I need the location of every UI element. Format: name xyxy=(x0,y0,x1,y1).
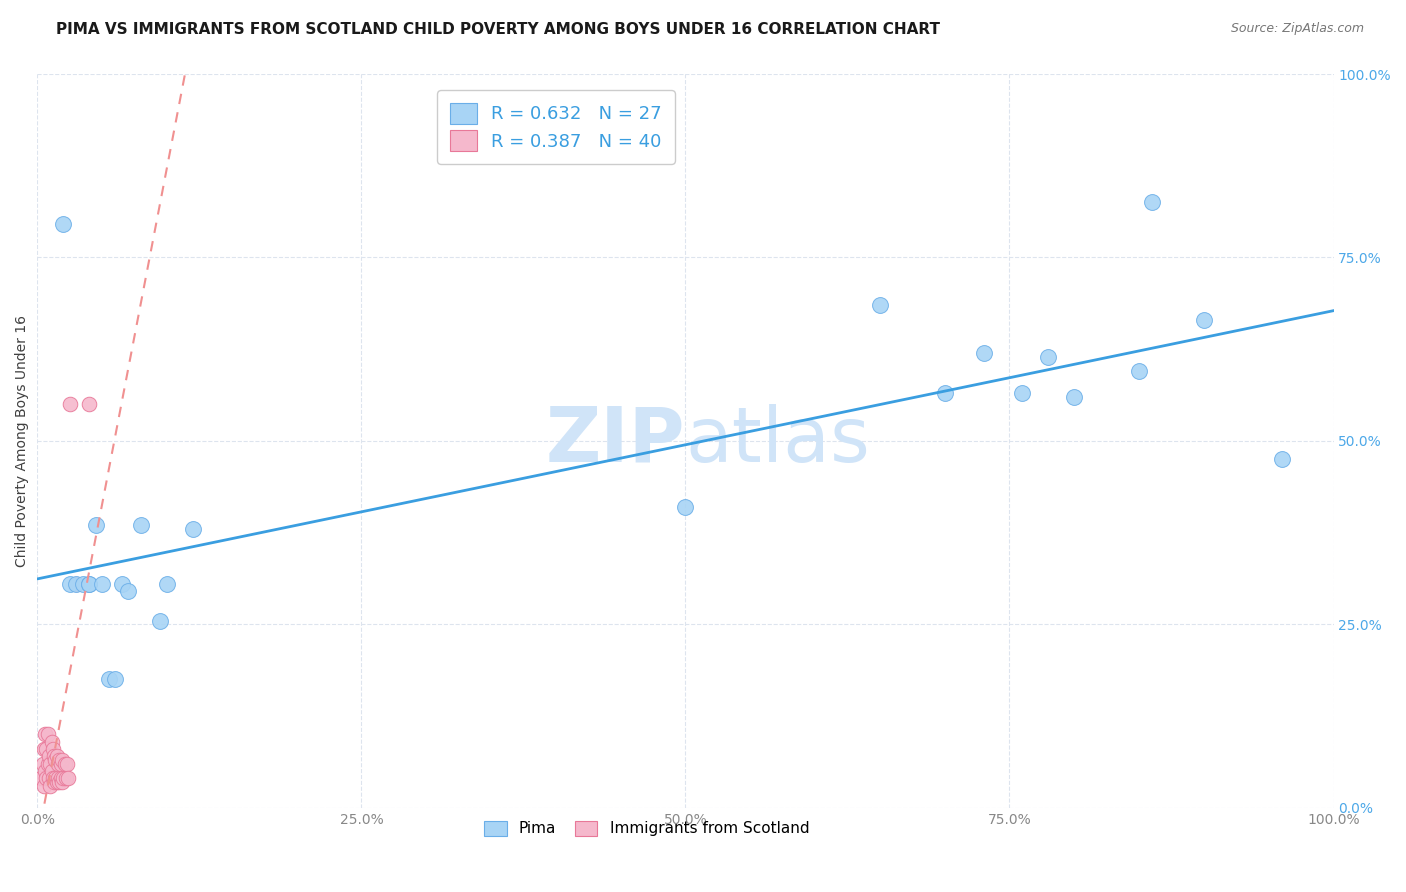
Point xyxy=(129,518,152,533)
Point xyxy=(44,753,66,767)
Text: atlas: atlas xyxy=(685,404,870,478)
Point xyxy=(65,577,87,591)
Point xyxy=(35,772,58,786)
Point xyxy=(51,775,73,789)
Point xyxy=(77,577,100,591)
Text: ZIP: ZIP xyxy=(546,404,685,478)
Point xyxy=(673,500,696,514)
Point xyxy=(91,577,114,591)
Point xyxy=(51,753,73,767)
Point xyxy=(45,775,67,789)
Point xyxy=(1038,350,1060,364)
Point xyxy=(52,772,75,786)
Point xyxy=(59,397,82,411)
Legend: Pima, Immigrants from Scotland: Pima, Immigrants from Scotland xyxy=(477,813,817,844)
Point xyxy=(48,775,70,789)
Point xyxy=(42,742,65,756)
Point xyxy=(31,756,53,771)
Point xyxy=(1011,386,1033,401)
Text: Source: ZipAtlas.com: Source: ZipAtlas.com xyxy=(1230,22,1364,36)
Point xyxy=(55,772,77,786)
Point xyxy=(37,727,59,741)
Point xyxy=(97,673,120,687)
Point xyxy=(32,779,55,793)
Point xyxy=(32,742,55,756)
Point xyxy=(39,756,62,771)
Point xyxy=(49,756,72,771)
Point xyxy=(84,518,107,533)
Point xyxy=(1271,452,1294,467)
Point xyxy=(181,522,204,536)
Point xyxy=(973,346,995,360)
Point xyxy=(30,772,52,786)
Point xyxy=(34,727,56,741)
Point xyxy=(46,772,69,786)
Point xyxy=(149,614,172,628)
Point xyxy=(56,756,79,771)
Point xyxy=(48,753,70,767)
Y-axis label: Child Poverty Among Boys Under 16: Child Poverty Among Boys Under 16 xyxy=(15,315,30,567)
Point xyxy=(42,772,65,786)
Point xyxy=(45,749,67,764)
Point xyxy=(1128,364,1150,378)
Point xyxy=(38,749,60,764)
Point xyxy=(110,577,132,591)
Point xyxy=(44,775,66,789)
Point xyxy=(53,756,76,771)
Point xyxy=(77,397,100,411)
Point xyxy=(52,218,75,232)
Point xyxy=(41,764,63,778)
Point xyxy=(41,735,63,749)
Point xyxy=(156,577,179,591)
Point xyxy=(104,673,127,687)
Point xyxy=(46,756,69,771)
Text: PIMA VS IMMIGRANTS FROM SCOTLAND CHILD POVERTY AMONG BOYS UNDER 16 CORRELATION C: PIMA VS IMMIGRANTS FROM SCOTLAND CHILD P… xyxy=(56,22,941,37)
Point xyxy=(1140,195,1163,210)
Point xyxy=(39,779,62,793)
Point xyxy=(58,772,80,786)
Point xyxy=(72,577,94,591)
Point xyxy=(77,577,100,591)
Point xyxy=(1063,390,1085,404)
Point xyxy=(869,298,891,312)
Point xyxy=(65,577,87,591)
Point xyxy=(1192,313,1215,327)
Point xyxy=(35,742,58,756)
Point xyxy=(34,764,56,778)
Point xyxy=(38,772,60,786)
Point xyxy=(59,577,82,591)
Point xyxy=(934,386,956,401)
Point xyxy=(44,749,66,764)
Point xyxy=(49,772,72,786)
Point xyxy=(117,584,139,599)
Point xyxy=(37,756,59,771)
Point xyxy=(44,772,66,786)
